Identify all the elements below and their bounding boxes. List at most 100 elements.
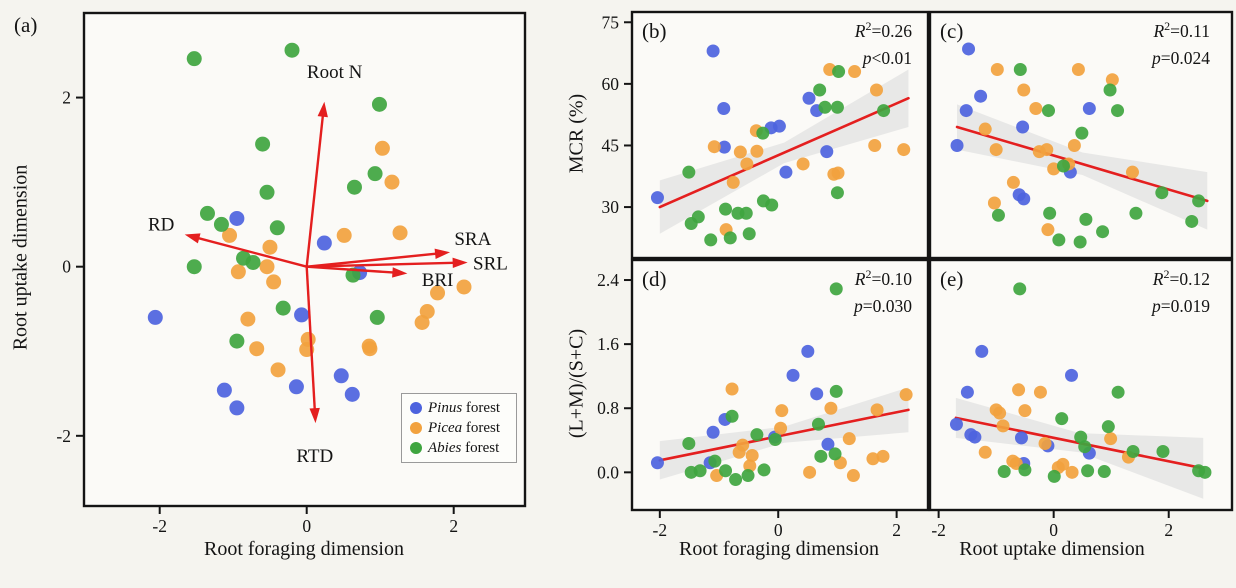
panel-e: -2 0 2 [928,258,1234,540]
x-tick-label: 2 [1164,520,1173,540]
arrowhead-icon [184,233,201,244]
data-point-picea [745,449,759,463]
data-point-abies [1096,225,1110,239]
data-point-abies [829,384,843,398]
data-point-picea [414,314,430,330]
legend-item-abies: Abies forest [410,438,516,458]
data-point-pinus [975,344,989,358]
data-point-pinus [717,102,731,116]
y-tick-label: 1.6 [597,334,619,354]
data-point-abies [1103,83,1117,97]
data-point-abies [1192,194,1206,208]
data-point-picea [848,65,862,79]
y-tick-label: 2.4 [597,270,619,290]
data-point-picea [993,406,1007,420]
data-point-abies [1052,233,1066,247]
data-point-abies [269,220,285,236]
data-point-pinus [316,235,332,251]
y-tick-label: 75 [602,12,620,32]
data-point-picea [1012,383,1026,397]
plot-border-d [630,258,930,512]
panel-b: 75 60 45 30 [602,10,930,260]
data-point-picea [1105,73,1119,87]
data-point-abies [1073,235,1087,249]
x-tick-label: 0 [302,516,311,536]
data-point-picea [726,175,740,189]
data-point-abies [829,282,843,296]
data-point-pinus [974,89,988,103]
data-point-abies [991,208,1005,222]
data-point-pinus [962,42,976,56]
data-point-abies [739,206,753,220]
data-point-picea [876,449,890,463]
data-point-picea [990,62,1004,76]
data-point-pinus [294,307,310,323]
data-point-abies [1198,465,1212,479]
data-point-picea [1041,223,1055,237]
data-point-picea [978,445,992,459]
data-point-abies [997,465,1011,479]
data-point-picea [707,140,721,154]
legend-dot-abies [410,442,422,454]
data-point-picea [870,403,884,417]
panel-a: Root N RD SRA SRL BRI RTD 2 0 -2 -2 0 2 [56,11,527,536]
trait-arrow-label: BRI [422,270,454,291]
data-point-abies [1129,206,1143,220]
data-point-abies [1185,214,1199,228]
data-point-pinus [706,425,720,439]
data-point-picea [262,239,278,255]
data-point-abies [229,333,245,349]
stats-panel-c: R2=0.11 p=0.024 [1038,13,1210,72]
data-point-picea [899,388,913,402]
data-point-pinus [1017,192,1031,206]
data-point-abies [684,217,698,231]
legend-text-pinus: Pinus forest [428,400,501,416]
trait-arrow-srl [306,261,459,268]
data-point-picea [1029,102,1043,116]
data-point-abies [199,205,215,221]
panel-label-a: (a) [14,13,38,37]
data-point-picea [732,445,746,459]
legend-text-abies: Abies forest [428,440,500,456]
data-point-abies [750,428,764,442]
stats-panel-e: R2=0.12 p=0.019 [1038,261,1210,320]
data-point-picea [842,432,856,446]
data-point-picea [1047,162,1061,176]
trait-arrow-label: Root N [307,62,363,83]
data-point-picea [869,83,883,97]
data-point-picea [392,225,408,241]
data-point-abies [693,464,707,478]
data-point-abies [1155,186,1169,200]
data-point-picea [230,264,246,280]
data-point-picea [846,469,860,483]
data-point-abies [284,42,300,58]
data-point-abies [1075,126,1089,140]
data-point-pinus [717,140,731,154]
confidence-band-c [957,104,1208,230]
data-point-picea [866,452,880,466]
data-point-abies [757,463,771,477]
y-tick-label: 2 [62,88,71,108]
data-point-picea [240,311,256,327]
data-point-pinus [802,91,816,105]
regression-line-d [658,408,910,462]
data-point-abies [1079,212,1093,226]
data-point-picea [775,404,789,418]
data-point-abies [742,227,756,241]
data-point-pinus [333,368,349,384]
data-point-picea [430,285,446,301]
data-point-picea [374,140,390,156]
data-point-picea [336,227,352,243]
x-tick-label: 2 [892,520,901,540]
axis-label-root-foraging-bd: Root foraging dimension [679,538,879,560]
data-point-abies [818,100,832,114]
data-point-abies [1047,469,1061,483]
data-point-picea [733,145,747,159]
axis-label-root-foraging-a: Root foraging dimension [204,538,404,560]
data-point-abies [186,51,202,67]
data-point-pinus [810,387,824,401]
data-point-abies [830,186,844,200]
data-point-abies [1126,445,1140,459]
data-point-pinus [1014,431,1028,445]
